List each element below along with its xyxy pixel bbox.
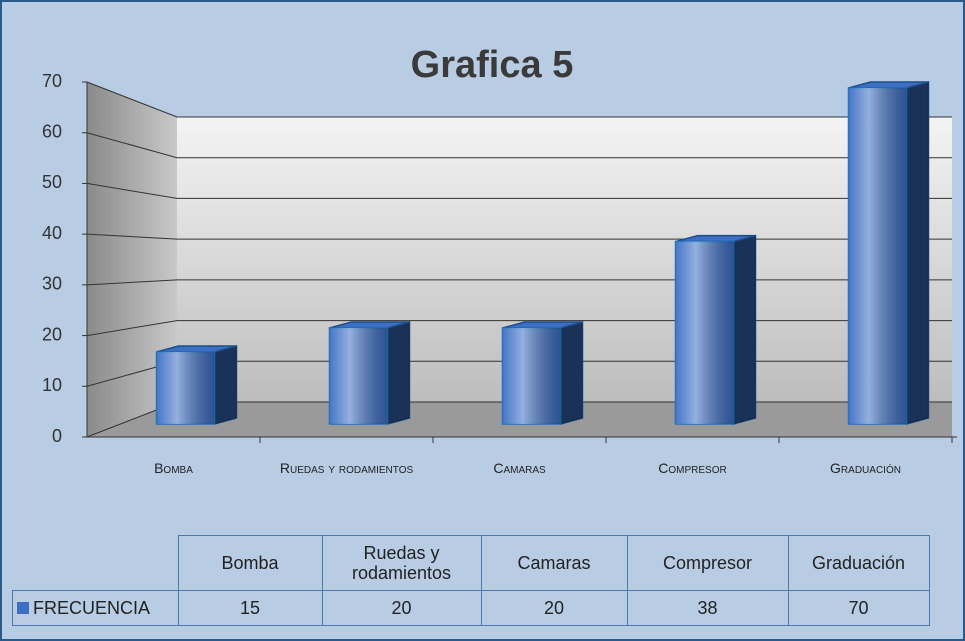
y-tick-label: 0: [52, 426, 62, 446]
legend-label: FRECUENCIA: [33, 597, 151, 618]
plot: Grafica 5 0 10 20 30 40 50 60 70: [42, 44, 957, 446]
x-tick-label: Ruedas y rodamientos: [279, 460, 414, 476]
y-tick-label: 30: [42, 274, 62, 294]
series-cell: FRECUENCIA: [12, 590, 179, 626]
legend-key: [17, 601, 29, 614]
grid-line: [86, 81, 952, 118]
table-header: Camaras: [480, 535, 628, 591]
bar-shine: [329, 328, 388, 424]
y-tick-label: 70: [42, 71, 62, 91]
chart-title: Grafica 5: [411, 44, 574, 86]
table-value: 70: [787, 590, 930, 626]
table-header: Compresor: [626, 535, 789, 591]
bar: [674, 234, 757, 425]
table-value: 20: [321, 590, 482, 626]
grid-line: [86, 182, 952, 199]
y-tick-label: 60: [42, 121, 62, 141]
y-tick-label: 10: [42, 375, 62, 395]
grid-line: [86, 132, 952, 159]
table-value: 38: [626, 590, 789, 626]
side-wall: [87, 82, 177, 437]
y-tick-label: 40: [42, 223, 62, 243]
data-table: Bomba Ruedas y rodamientos Camaras Compreso…: [12, 535, 930, 626]
bar-shine: [502, 328, 561, 424]
table-header: Bomba: [177, 535, 323, 591]
bar-shine: [156, 352, 215, 424]
bar: [847, 81, 930, 425]
y-tick-label: 50: [42, 172, 62, 192]
x-tick-label: Graduación: [830, 460, 901, 476]
bar-side-shade: [214, 346, 237, 424]
bar-side-shade: [906, 82, 929, 424]
bar: [328, 321, 411, 425]
bar-shine: [675, 241, 734, 424]
bar: [155, 345, 238, 425]
table-header: Ruedas y rodamientos: [321, 535, 482, 591]
empty-cell: [12, 535, 179, 591]
bar-side-shade: [387, 322, 410, 424]
x-tick-label: Bomba: [154, 460, 193, 476]
y-tick-label: 20: [42, 324, 62, 344]
bar-side-shade: [560, 322, 583, 424]
x-tick-label: Compresor: [658, 460, 727, 476]
x-tick-label: Camaras: [493, 460, 546, 476]
bar: [501, 321, 584, 425]
bar-side-shade: [733, 235, 756, 424]
bar-shine: [848, 88, 907, 424]
table-value: 20: [480, 590, 628, 626]
table-header: Graduación: [787, 535, 930, 591]
table-value: 15: [177, 590, 323, 626]
